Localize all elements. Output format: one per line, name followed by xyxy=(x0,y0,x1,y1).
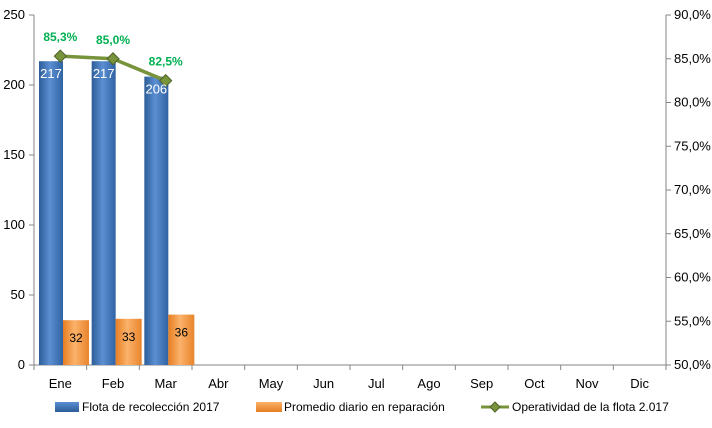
bar-flota-recoleccion xyxy=(144,76,169,365)
y-right-tick-label: 60,0% xyxy=(674,270,711,285)
marker-operatividad xyxy=(158,73,173,88)
y-left-tick-label: 200 xyxy=(3,77,25,92)
data-label-operatividad: 85,3% xyxy=(43,30,77,44)
data-label-flota: 217 xyxy=(93,66,115,81)
y-right-tick-label: 75,0% xyxy=(674,138,711,153)
legend-marker-operatividad xyxy=(489,401,501,413)
x-tick-label: Nov xyxy=(575,376,599,391)
x-tick-label: Oct xyxy=(524,376,545,391)
x-tick-label: Jun xyxy=(313,376,334,391)
legend-swatch-flota xyxy=(55,402,79,412)
x-tick-label: Jul xyxy=(368,376,385,391)
x-tick-label: Sep xyxy=(470,376,493,391)
y-right-tick-label: 80,0% xyxy=(674,95,711,110)
y-right-tick-label: 65,0% xyxy=(674,226,711,241)
data-label-operatividad: 85,0% xyxy=(96,33,130,47)
bar-flota-recoleccion xyxy=(91,61,116,365)
bar-flota-recoleccion xyxy=(39,61,63,365)
data-label-reparacion: 33 xyxy=(122,330,136,344)
y-right-tick-label: 85,0% xyxy=(674,51,711,66)
marker-operatividad xyxy=(106,52,120,66)
x-tick-label: Ago xyxy=(417,376,440,391)
x-tick-label: Dic xyxy=(630,376,649,391)
data-label-operatividad: 82,5% xyxy=(149,55,183,69)
y-right-tick-label: 50,0% xyxy=(674,357,711,372)
data-label-flota: 206 xyxy=(145,82,167,97)
legend-swatch-reparacion xyxy=(256,402,282,412)
x-tick-label: May xyxy=(259,376,284,391)
y-left-tick-label: 0 xyxy=(18,357,25,372)
x-tick-label: Abr xyxy=(208,376,229,391)
y-right-tick-label: 55,0% xyxy=(674,313,711,328)
x-tick-label: Ene xyxy=(49,376,72,391)
bar-promedio-reparacion xyxy=(168,314,195,365)
x-tick-label: Mar xyxy=(154,376,177,391)
y-right-tick-label: 90,0% xyxy=(674,7,711,22)
data-label-reparacion: 32 xyxy=(69,331,83,345)
data-label-reparacion: 36 xyxy=(175,326,189,340)
y-left-tick-label: 100 xyxy=(3,217,25,232)
y-left-tick-label: 150 xyxy=(3,147,25,162)
legend-label-operatividad: Operatividad de la flota 2.017 xyxy=(512,400,669,414)
y-left-tick-label: 250 xyxy=(3,7,25,22)
legend-label-flota: Flota de recolección 2017 xyxy=(82,400,220,414)
y-right-tick-label: 70,0% xyxy=(674,182,711,197)
legend-label-reparacion: Promedio diario en reparación xyxy=(284,400,445,414)
marker-operatividad xyxy=(53,49,68,63)
bar-promedio-reparacion xyxy=(63,320,89,365)
y-left-tick-label: 50 xyxy=(11,287,25,302)
data-label-flota: 217 xyxy=(40,66,62,81)
x-tick-label: Feb xyxy=(102,376,124,391)
bar-promedio-reparacion xyxy=(115,318,142,365)
